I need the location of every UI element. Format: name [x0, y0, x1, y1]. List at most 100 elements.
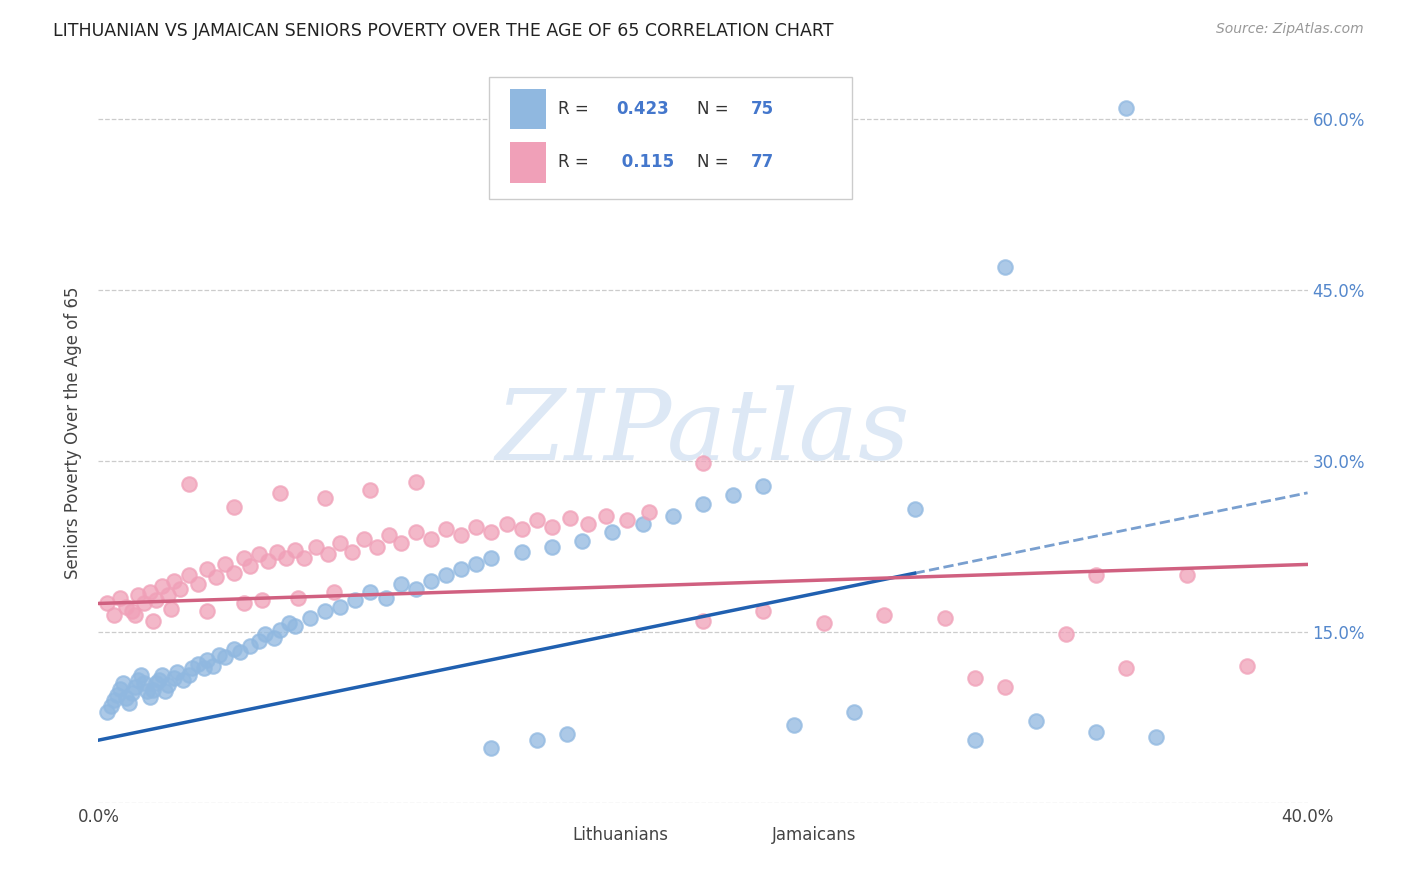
FancyBboxPatch shape	[489, 78, 852, 200]
Point	[994, 680, 1017, 694]
FancyBboxPatch shape	[727, 820, 763, 851]
Point	[558, 511, 581, 525]
Point	[723, 488, 745, 502]
Point	[1115, 101, 1137, 115]
Point	[142, 614, 165, 628]
Point	[420, 532, 443, 546]
Point	[495, 516, 517, 531]
Point	[232, 550, 254, 565]
Point	[873, 607, 896, 622]
Point	[132, 676, 155, 690]
Point	[108, 591, 131, 605]
Point	[181, 661, 204, 675]
Point	[1175, 568, 1198, 582]
Point	[661, 508, 683, 523]
Point	[187, 657, 209, 671]
Point	[481, 550, 503, 565]
Point	[602, 524, 624, 539]
Point	[150, 579, 173, 593]
Point	[299, 611, 322, 625]
Point	[156, 678, 179, 692]
Point	[314, 491, 336, 505]
Point	[114, 599, 136, 614]
Y-axis label: Seniors Poverty Over the Age of 65: Seniors Poverty Over the Age of 65	[65, 286, 83, 579]
Point	[752, 604, 775, 618]
Point	[139, 690, 162, 704]
Point	[692, 456, 714, 470]
Text: R =: R =	[558, 153, 593, 171]
Point	[965, 671, 987, 685]
Point	[1115, 661, 1137, 675]
Point	[108, 681, 131, 696]
Point	[934, 611, 956, 625]
Point	[405, 524, 427, 539]
Point	[540, 520, 562, 534]
Point	[1024, 714, 1046, 728]
Text: Source: ZipAtlas.com: Source: ZipAtlas.com	[1216, 22, 1364, 37]
Point	[172, 673, 194, 687]
Point	[1054, 627, 1077, 641]
Point	[555, 727, 578, 741]
Point	[127, 673, 149, 687]
FancyBboxPatch shape	[509, 142, 546, 183]
Point	[229, 645, 252, 659]
Text: Lithuanians: Lithuanians	[572, 826, 668, 845]
Text: R =: R =	[558, 100, 593, 118]
Point	[239, 639, 262, 653]
Point	[374, 591, 396, 605]
Point	[510, 523, 533, 537]
FancyBboxPatch shape	[509, 88, 546, 129]
Point	[344, 593, 367, 607]
Point	[631, 516, 654, 531]
Point	[269, 486, 291, 500]
Point	[208, 648, 231, 662]
Point	[247, 548, 270, 562]
Point	[360, 483, 382, 497]
Point	[124, 607, 146, 622]
Point	[366, 540, 388, 554]
Text: 0.115: 0.115	[616, 153, 673, 171]
Point	[103, 693, 125, 707]
Point	[377, 528, 399, 542]
Point	[224, 500, 246, 514]
Point	[329, 536, 352, 550]
Point	[434, 568, 457, 582]
Point	[450, 562, 472, 576]
Point	[595, 508, 617, 523]
Point	[111, 676, 134, 690]
Point	[692, 614, 714, 628]
Point	[263, 631, 285, 645]
Point	[360, 585, 382, 599]
Point	[405, 475, 427, 489]
Point	[250, 593, 273, 607]
Point	[121, 604, 143, 618]
Point	[195, 653, 218, 667]
Text: 75: 75	[751, 100, 775, 118]
Point	[266, 545, 288, 559]
Point	[232, 597, 254, 611]
Point	[292, 550, 315, 565]
Point	[637, 505, 659, 519]
Point	[284, 543, 307, 558]
Point	[105, 688, 128, 702]
Point	[481, 741, 503, 756]
Point	[121, 686, 143, 700]
Text: LITHUANIAN VS JAMAICAN SENIORS POVERTY OVER THE AGE OF 65 CORRELATION CHART: LITHUANIAN VS JAMAICAN SENIORS POVERTY O…	[53, 22, 834, 40]
Point	[96, 705, 118, 719]
Point	[214, 557, 236, 571]
Point	[1144, 730, 1167, 744]
Point	[150, 668, 173, 682]
Point	[166, 665, 188, 679]
Point	[844, 705, 866, 719]
Text: N =: N =	[697, 153, 734, 171]
Point	[274, 550, 297, 565]
Point	[526, 733, 548, 747]
Point	[163, 671, 186, 685]
Point	[994, 260, 1017, 275]
Point	[135, 684, 157, 698]
Point	[145, 676, 167, 690]
Point	[100, 698, 122, 713]
Point	[148, 673, 170, 687]
Point	[169, 582, 191, 596]
Point	[481, 524, 503, 539]
